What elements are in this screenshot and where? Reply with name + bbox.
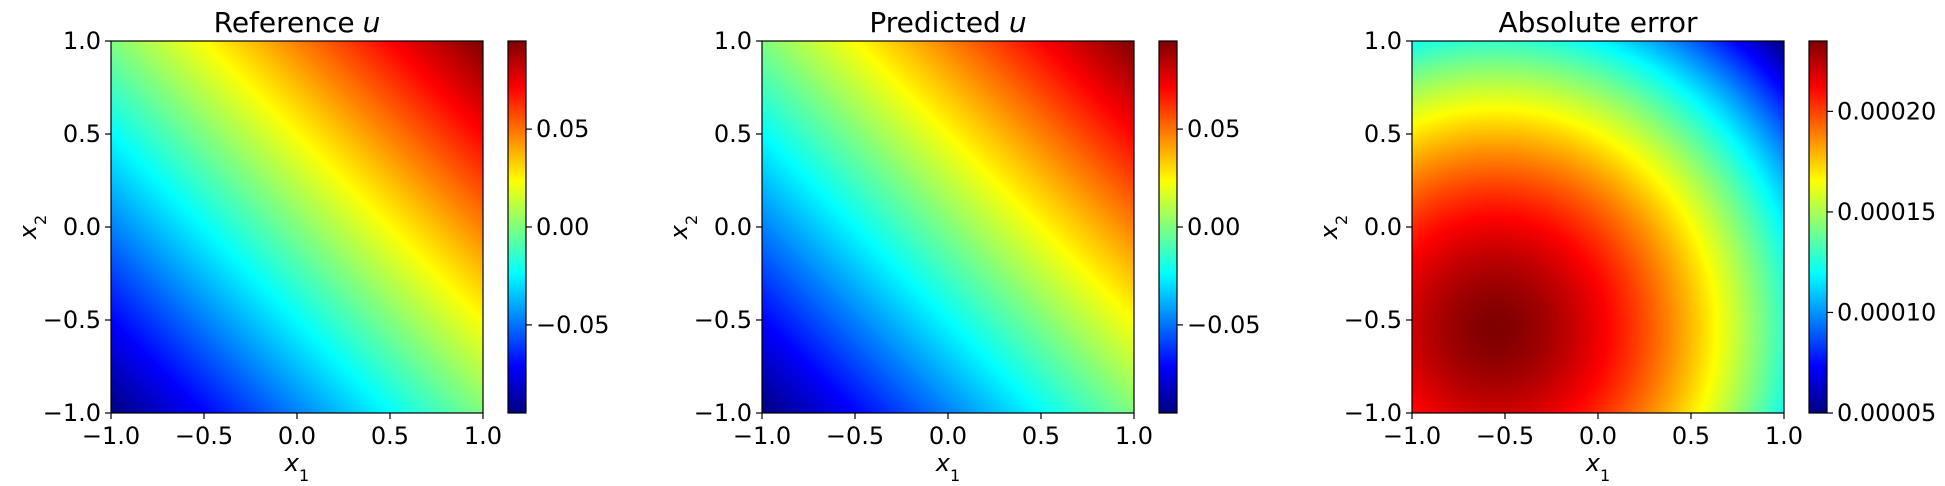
colorbar-gradient [1159, 41, 1177, 413]
y-tick-label: 0.0 [1364, 213, 1402, 241]
x-axis-label-subscript: 1 [299, 466, 309, 485]
y-tick-label: 1.0 [714, 27, 752, 55]
panel-3: Absolute error −1.0 −0.5 0.0 0.5 1.0 −1.0 −0.5 0… [1315, 6, 1936, 485]
colorbar-tick-label: −0.05 [1187, 311, 1261, 339]
colorbar-tick-label: 0.05 [536, 115, 589, 143]
colorbar-tick-label: 0.00010 [1837, 298, 1936, 326]
x-tick-label: 0.0 [929, 422, 967, 450]
x-axis-label-var: x [284, 449, 300, 477]
x-tick-label: −0.5 [1476, 422, 1534, 450]
chart-title-variable: u [363, 6, 381, 39]
colorbar-tick-label: 0.00015 [1837, 198, 1936, 226]
y-tick-label: 0.5 [714, 120, 752, 148]
y-tick-label: −0.5 [43, 306, 101, 334]
x-axis-label-var: x [1585, 449, 1601, 477]
y-tick-label: 1.0 [63, 27, 101, 55]
chart-title: Absolute error [1498, 6, 1698, 39]
y-axis-label-subscript: 2 [31, 215, 50, 225]
x-tick-label: −1.0 [733, 422, 791, 450]
y-axis-label: x2 [1315, 215, 1351, 240]
colorbar-tick-label: 0.00 [1187, 213, 1240, 241]
x-axis-label-subscript: 1 [950, 466, 960, 485]
x-tick-label: −0.5 [175, 422, 233, 450]
x-axis-label-var: x [935, 449, 951, 477]
y-tick-label: 0.0 [63, 213, 101, 241]
colorbar-tick-label: 0.00 [536, 213, 589, 241]
y-tick-label: −0.5 [694, 306, 752, 334]
y-tick-label: −0.5 [1344, 306, 1402, 334]
heatmap-image [762, 41, 1134, 413]
colorbar-tick-label: 0.05 [1187, 115, 1240, 143]
x-axis-label: x1 [284, 449, 309, 485]
y-axis-label-subscript: 2 [1332, 215, 1351, 225]
y-axis-label-var: x [1315, 224, 1343, 240]
x-tick-label: 1.0 [464, 422, 502, 450]
x-tick-label: 0.5 [371, 422, 409, 450]
colorbar-gradient [1809, 41, 1827, 413]
y-tick-label: −1.0 [694, 399, 752, 427]
x-tick-label: −0.5 [826, 422, 884, 450]
x-tick-label: 0.5 [1672, 422, 1710, 450]
y-tick-label: −1.0 [1344, 399, 1402, 427]
panel-2: Predicted u −1.0 −0.5 0.0 0.5 1.0 −1.0 −0.5 0.0 0.… [665, 6, 1261, 485]
x-tick-label: 0.0 [278, 422, 316, 450]
x-axis-label-subscript: 1 [1600, 466, 1610, 485]
x-axis-label: x1 [1585, 449, 1610, 485]
y-tick-label: 0.5 [63, 120, 101, 148]
y-tick-label: 0.0 [714, 213, 752, 241]
y-tick-label: 0.5 [1364, 120, 1402, 148]
x-tick-label: −1.0 [82, 422, 140, 450]
heatmap-image [111, 41, 483, 413]
x-tick-label: 0.0 [1579, 422, 1617, 450]
y-axis-label-var: x [665, 224, 693, 240]
x-tick-label: 1.0 [1115, 422, 1153, 450]
x-tick-label: 1.0 [1765, 422, 1803, 450]
y-axis-label-var: x [14, 224, 42, 240]
colorbar-tick-label: −0.05 [536, 311, 610, 339]
y-axis-label: x2 [665, 215, 701, 240]
chart-title-text: Reference [214, 6, 355, 39]
chart-title: Predicted u [869, 6, 1026, 39]
chart-title-variable: u [1009, 6, 1027, 39]
chart-title: Reference u [214, 6, 381, 39]
x-axis-label: x1 [935, 449, 960, 485]
colorbar-tick-label: 0.00005 [1837, 399, 1936, 427]
colorbar-frame [1808, 40, 1828, 414]
heatmap-image [1412, 41, 1784, 413]
y-axis-label-subscript: 2 [682, 215, 701, 225]
colorbar-tick-label: 0.00020 [1837, 97, 1936, 125]
y-axis-label: x2 [14, 215, 50, 240]
x-tick-label: −1.0 [1383, 422, 1441, 450]
chart-title-text: Predicted [869, 6, 1000, 39]
colorbar-gradient [508, 41, 526, 413]
x-tick-label: 0.5 [1022, 422, 1060, 450]
chart-title-text: Absolute error [1498, 6, 1698, 39]
y-tick-label: 1.0 [1364, 27, 1402, 55]
y-tick-label: −1.0 [43, 399, 101, 427]
panel-1: Reference u −1.0 −0.5 0.0 0.5 1.0 −1.0 −0.5 0.0 0.… [14, 6, 610, 485]
